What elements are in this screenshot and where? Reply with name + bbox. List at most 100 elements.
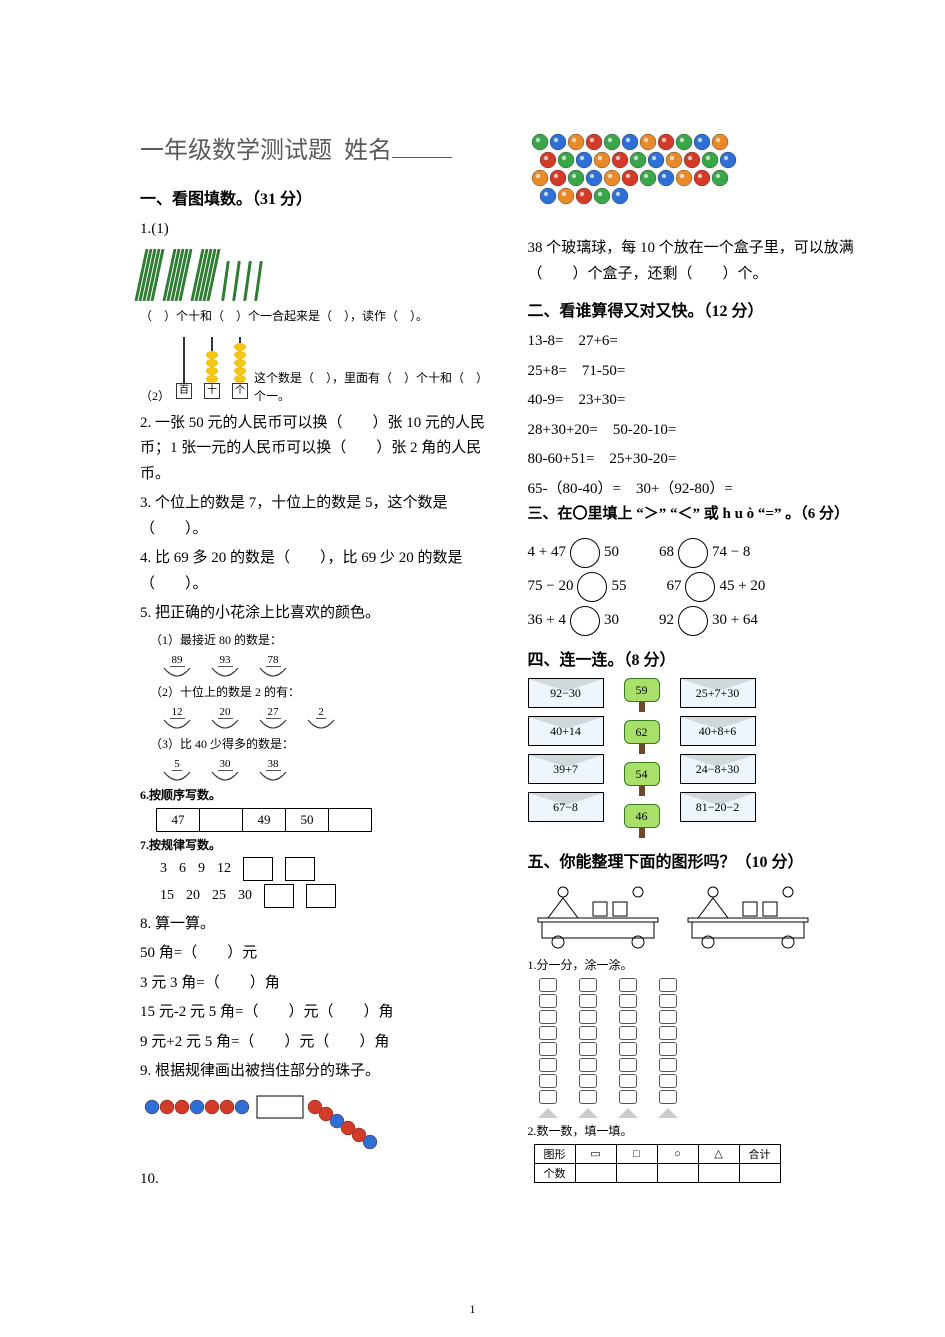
sort-slot[interactable] (539, 1074, 557, 1088)
envelope-right[interactable]: 81−20−2 (680, 792, 756, 822)
flower-option[interactable]: 38 (256, 754, 290, 784)
shape-header-icon: ▭ (575, 1144, 616, 1163)
sort-slot[interactable] (619, 978, 637, 992)
compare-left: 75 − 20 (528, 578, 574, 595)
sign-target[interactable]: 46 (624, 804, 660, 838)
envelope-left[interactable]: 39+7 (528, 754, 604, 784)
pattern-number: 30 (238, 888, 252, 904)
sort-slot[interactable] (659, 1026, 677, 1040)
sort-slot[interactable] (619, 1090, 637, 1104)
sort-slot[interactable] (659, 1010, 677, 1024)
seq-cell[interactable] (329, 808, 372, 831)
calc-line: 65-（80-40）= 30+（92-80）= (528, 481, 733, 497)
bead-string-figure (140, 1091, 498, 1161)
compare-circle[interactable] (678, 538, 708, 568)
flower-option[interactable]: 89 (160, 650, 194, 680)
q10-label: 10. (140, 1167, 498, 1193)
envelope-left[interactable]: 67−8 (528, 792, 604, 822)
tally-stick (254, 261, 263, 301)
flower-option[interactable]: 27 (256, 702, 290, 732)
sign-target[interactable]: 59 (624, 678, 660, 712)
compare-circle[interactable] (685, 572, 715, 602)
sort-slot[interactable] (619, 994, 637, 1008)
sort-slot[interactable] (539, 994, 557, 1008)
flower-option[interactable]: 30 (208, 754, 242, 784)
sort-slot[interactable] (579, 1090, 597, 1104)
sort-slot[interactable] (579, 1026, 597, 1040)
flower-option[interactable]: 2 (304, 702, 338, 732)
sort-slot[interactable] (539, 1010, 557, 1024)
compare-circle[interactable] (570, 538, 600, 568)
envelope-right[interactable]: 40+8+6 (680, 716, 756, 746)
compare-circle[interactable] (570, 606, 600, 636)
sort-slot[interactable] (659, 1090, 677, 1104)
count-cell[interactable] (616, 1163, 657, 1182)
sort-slot[interactable] (579, 994, 597, 1008)
envelope-left[interactable]: 92−30 (528, 678, 604, 708)
seq-cell[interactable] (200, 808, 243, 831)
column-base-icon (618, 1108, 638, 1118)
flower-option[interactable]: 12 (160, 702, 194, 732)
flower-option[interactable]: 5 (160, 754, 194, 784)
compare-circle[interactable] (577, 572, 607, 602)
sort-slot[interactable] (659, 1074, 677, 1088)
sort-slot[interactable] (579, 1010, 597, 1024)
abacus-bead (234, 359, 246, 367)
sort-slot[interactable] (619, 1074, 637, 1088)
sort-slot[interactable] (539, 1058, 557, 1072)
sort-slot[interactable] (539, 978, 557, 992)
table-head-label: 图形 (534, 1144, 575, 1163)
flower-number: 27 (266, 706, 281, 719)
envelope-left[interactable]: 40+14 (528, 716, 604, 746)
count-cell[interactable] (698, 1163, 739, 1182)
sort-slot[interactable] (619, 1058, 637, 1072)
calc-line: 80-60+51= 25+30-20= (528, 447, 886, 473)
abacus-bead (206, 375, 218, 383)
sort-slot[interactable] (659, 1042, 677, 1056)
abacus-bead (234, 375, 246, 383)
compare-item: 9230 + 64 (659, 606, 758, 636)
abacus-bead (234, 351, 246, 359)
envelope-right[interactable]: 24−8+30 (680, 754, 756, 784)
sign-target[interactable]: 62 (624, 720, 660, 754)
seq-cell: 50 (286, 808, 329, 831)
flower-option[interactable]: 20 (208, 702, 242, 732)
pattern-blank[interactable] (306, 884, 336, 908)
abacus-figure: 百十个 (176, 337, 248, 399)
sort-slot[interactable] (539, 1042, 557, 1056)
pattern-number: 25 (212, 888, 226, 904)
sort-slot[interactable] (619, 1010, 637, 1024)
shape-header-icon: △ (698, 1144, 739, 1163)
sort-slot[interactable] (539, 1090, 557, 1104)
count-cell[interactable] (575, 1163, 616, 1182)
sort-slot[interactable] (579, 1074, 597, 1088)
sort-columns (538, 978, 886, 1118)
sort-slot[interactable] (579, 978, 597, 992)
pattern-blank[interactable] (264, 884, 294, 908)
match-column: 59 62 54 46 (624, 678, 660, 838)
envelope-right[interactable]: 25+7+30 (680, 678, 756, 708)
pattern-blank[interactable] (285, 857, 315, 881)
tally-stick (243, 261, 252, 301)
s3-rows: 4 + 47506874 − 875 − 20556745 + 2036 + 4… (528, 538, 886, 636)
count-cell[interactable] (657, 1163, 698, 1182)
sort-slot[interactable] (659, 994, 677, 1008)
compare-right: 55 (611, 578, 626, 595)
compare-circle[interactable] (678, 606, 708, 636)
compare-right: 30 (604, 612, 619, 629)
pattern-blank[interactable] (243, 857, 273, 881)
q6-head: 6.按顺序写数。 (140, 786, 498, 804)
sort-slot[interactable] (659, 978, 677, 992)
count-cell[interactable] (739, 1163, 780, 1182)
sort-slot[interactable] (619, 1042, 637, 1056)
flower-option[interactable]: 78 (256, 650, 290, 680)
sort-slot[interactable] (579, 1058, 597, 1072)
flower-number: 2 (316, 706, 326, 719)
name-blank[interactable] (392, 157, 452, 158)
sort-slot[interactable] (659, 1058, 677, 1072)
sign-target[interactable]: 54 (624, 762, 660, 796)
sort-slot[interactable] (539, 1026, 557, 1040)
sort-slot[interactable] (619, 1026, 637, 1040)
flower-option[interactable]: 93 (208, 650, 242, 680)
sort-slot[interactable] (579, 1042, 597, 1056)
